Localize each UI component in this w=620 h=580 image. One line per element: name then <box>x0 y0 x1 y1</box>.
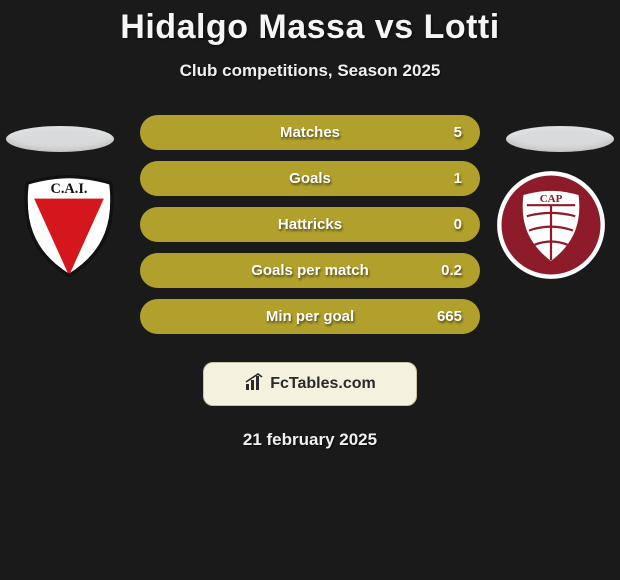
snapshot-date: 21 february 2025 <box>0 430 620 450</box>
cap-text: CAP <box>540 193 563 205</box>
stat-row: Min per goal665 <box>140 299 480 334</box>
stat-row: Hattricks0 <box>140 207 480 242</box>
stat-label: Hattricks <box>140 216 480 233</box>
stat-label: Goals per match <box>140 262 480 279</box>
stat-row: Matches5 <box>140 115 480 150</box>
subtitle: Club competitions, Season 2025 <box>0 61 620 81</box>
cap-shield-icon: CAP <box>496 170 606 280</box>
stat-row: Goals per match0.2 <box>140 253 480 288</box>
right-club-badge: CAP <box>496 170 606 280</box>
stat-value-right: 5 <box>454 124 462 141</box>
cai-shield-icon: C.A.I. <box>14 170 124 280</box>
stat-label: Matches <box>140 124 480 141</box>
stat-value-right: 1 <box>454 170 462 187</box>
cai-text: C.A.I. <box>51 181 88 197</box>
comparison-title: Hidalgo Massa vs Lotti <box>0 8 620 47</box>
chart-icon <box>244 372 264 397</box>
right-player-ellipse <box>506 126 614 152</box>
stat-value-right: 0.2 <box>441 262 462 279</box>
left-player-ellipse <box>6 126 114 152</box>
left-club-badge: C.A.I. <box>14 170 124 280</box>
stat-row: Goals1 <box>140 161 480 196</box>
brand-logo[interactable]: FcTables.com <box>203 362 417 406</box>
stat-value-right: 665 <box>437 308 462 325</box>
stat-value-right: 0 <box>454 216 462 233</box>
stat-label: Goals <box>140 170 480 187</box>
stat-label: Min per goal <box>140 308 480 325</box>
brand-text: FcTables.com <box>270 375 376 393</box>
